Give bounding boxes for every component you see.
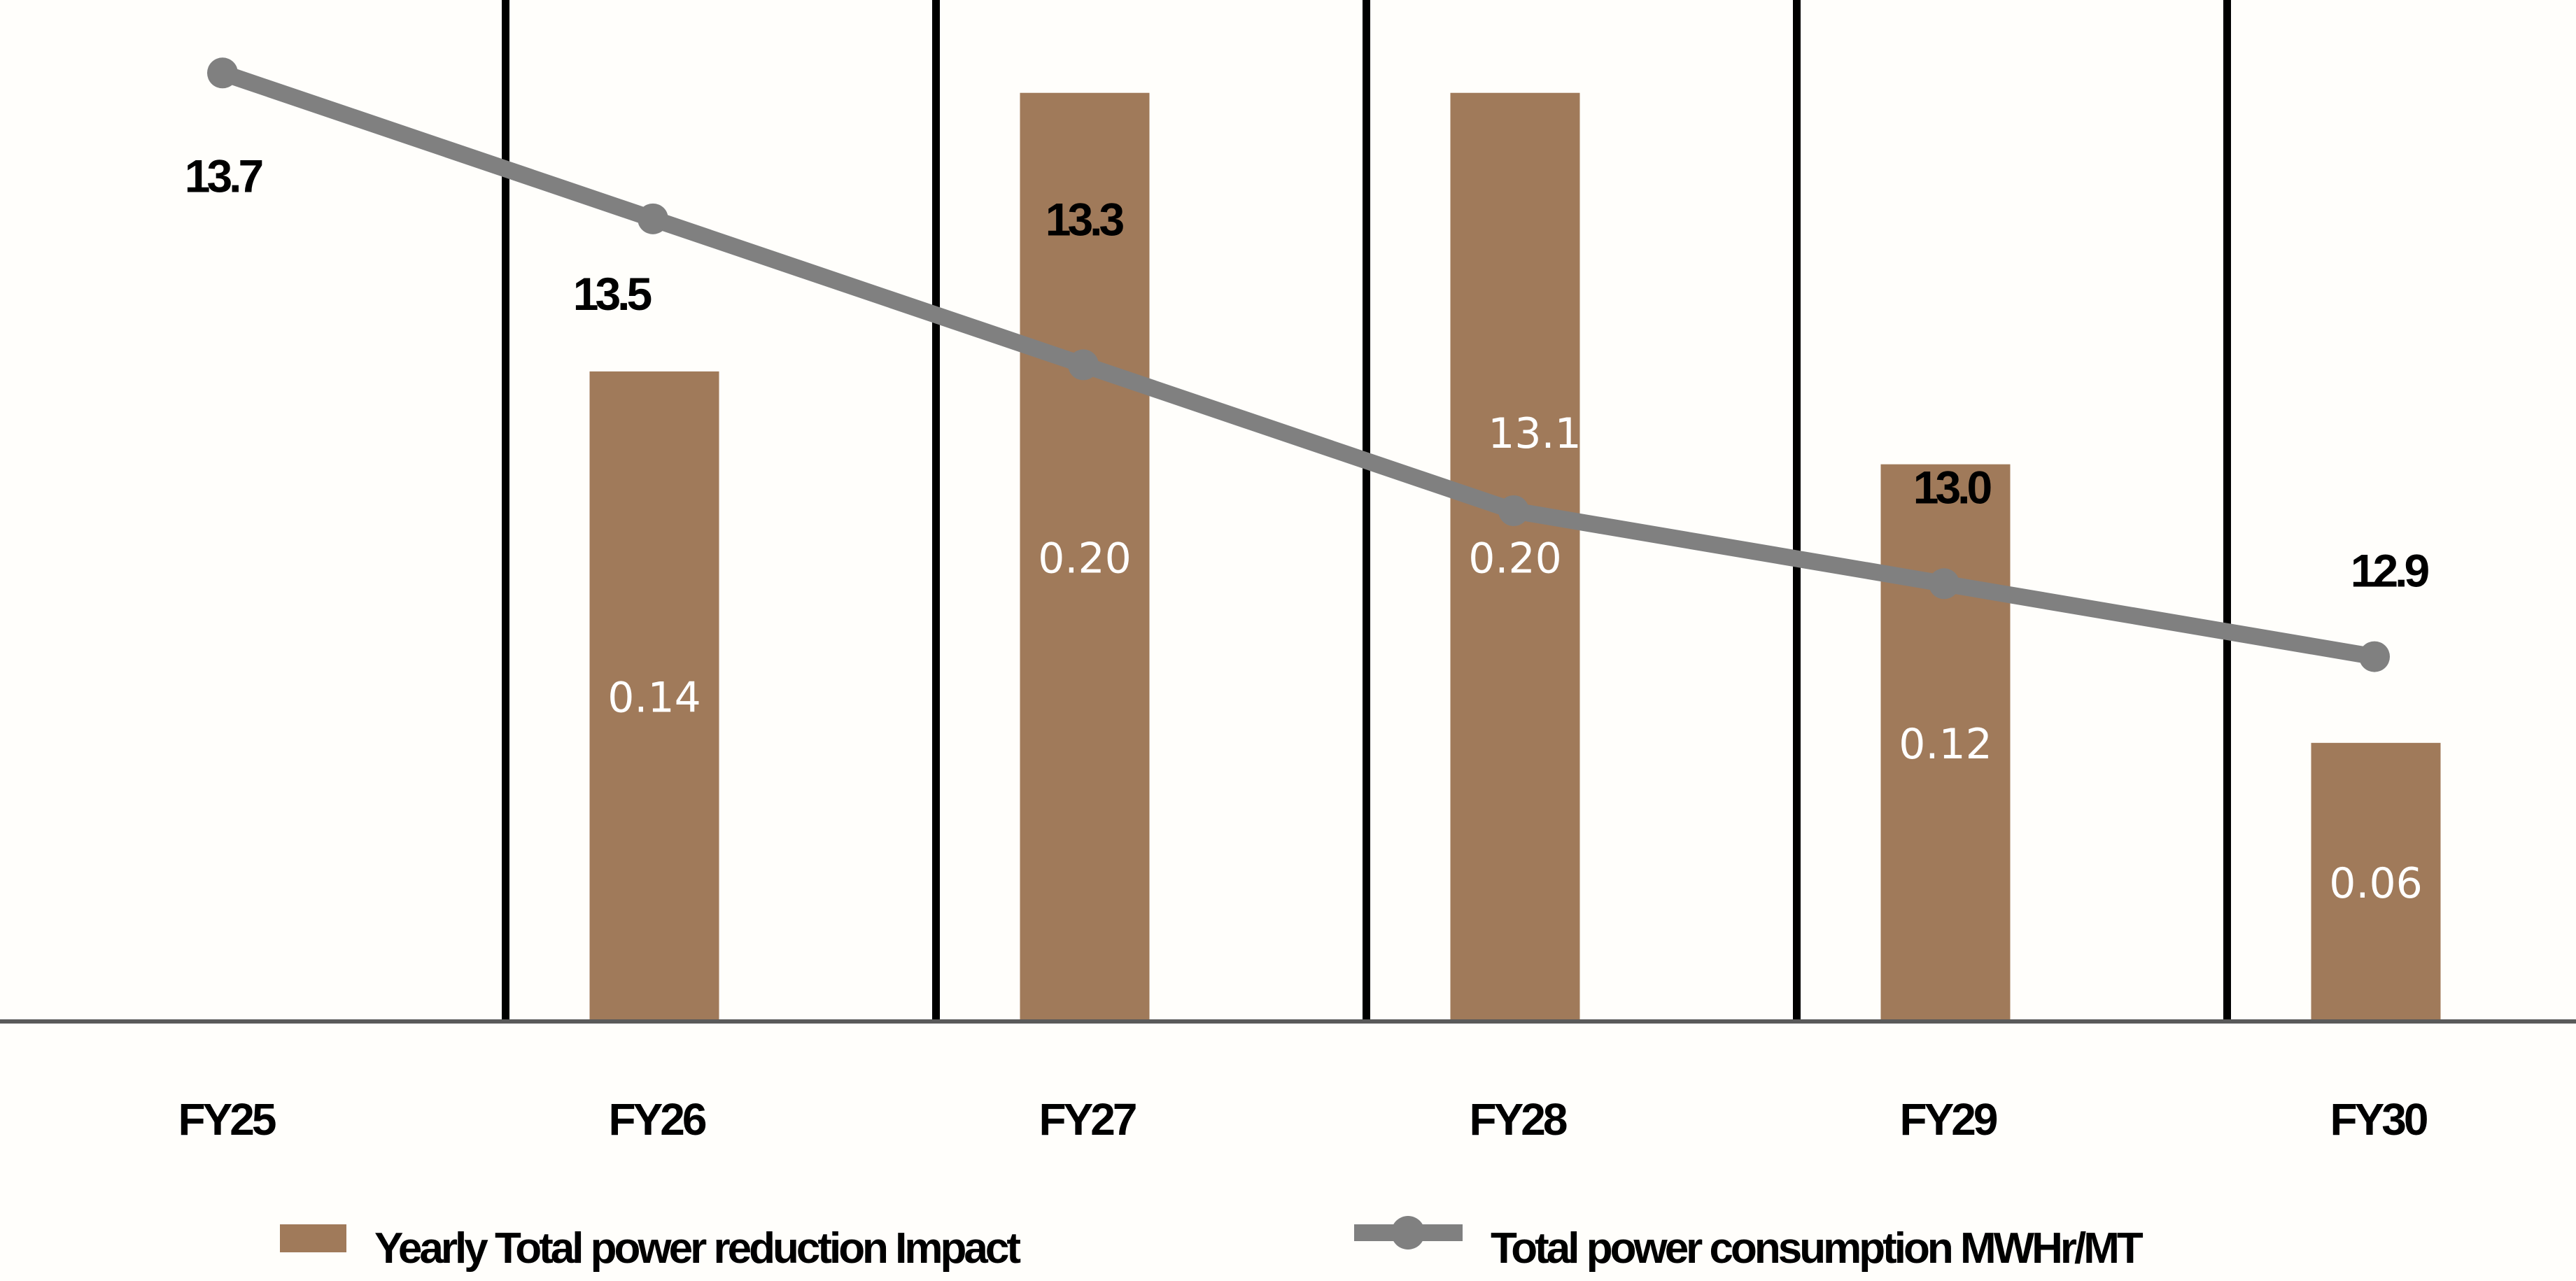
x-tick-FY29: FY29 <box>1900 1094 1997 1145</box>
legend-line-label: Total power consumption MWHr/MT <box>1491 1224 2144 1273</box>
legend-line-marker <box>1391 1216 1425 1250</box>
bar-FY26 <box>589 371 719 1021</box>
line-point-FY28 <box>1498 495 1529 526</box>
x-tick-FY28: FY28 <box>1470 1094 1567 1145</box>
line-series <box>207 57 2390 672</box>
bar-FY27 <box>1020 92 1150 1021</box>
legend-bar-label: Yearly Total power reduction Impact <box>374 1224 1020 1273</box>
x-tick-FY30: FY30 <box>2330 1094 2427 1145</box>
bar-value-label-FY29: 0.12 <box>1899 720 1992 769</box>
bar-labels: 0.14 0.20 0.20 0.12 0.06 <box>607 534 2423 908</box>
dividers <box>502 0 2231 1021</box>
x-tick-FY26: FY26 <box>609 1094 706 1145</box>
bar-value-label-FY30: 0.06 <box>2329 859 2423 908</box>
x-tick-labels: FY25 FY26 FY27 FY28 FY29 FY30 <box>178 1094 2430 1145</box>
x-tick-FY27: FY27 <box>1039 1094 1136 1145</box>
line-value-label-FY30: 12.9 <box>2351 545 2429 597</box>
x-tick-FY25: FY25 <box>178 1094 276 1145</box>
bars <box>589 92 2441 1021</box>
legend: Yearly Total power reduction Impact Tota… <box>280 1216 2146 1273</box>
line-value-label-FY27: 13.3 <box>1046 193 1124 245</box>
line-point-FY25 <box>207 57 238 89</box>
line-value-label-FY28: 13.1 <box>1488 409 1582 458</box>
line-point-FY29 <box>1929 568 1959 600</box>
bar-value-label-FY27: 0.20 <box>1038 534 1132 583</box>
line-point-FY26 <box>638 203 668 234</box>
line-labels: 13.7 13.5 13.3 13.1 13.0 12.9 <box>185 150 2433 597</box>
bar-FY28 <box>1450 92 1580 1021</box>
legend-line-swatch <box>1354 1216 1463 1250</box>
line-path <box>220 64 2377 665</box>
bar-FY30 <box>2311 742 2441 1021</box>
line-value-label-FY29: 13.0 <box>1913 461 1991 513</box>
line-point-FY27 <box>1068 349 1099 381</box>
line-value-label-FY26: 13.5 <box>573 268 652 320</box>
bar-value-label-FY26: 0.14 <box>607 673 701 722</box>
legend-bar-swatch <box>280 1224 346 1252</box>
bar-value-label-FY28: 0.20 <box>1468 534 1562 583</box>
line-value-label-FY25: 13.7 <box>185 150 262 201</box>
line-point-FY30 <box>2359 641 2390 672</box>
bar-FY29 <box>1880 464 2011 1021</box>
